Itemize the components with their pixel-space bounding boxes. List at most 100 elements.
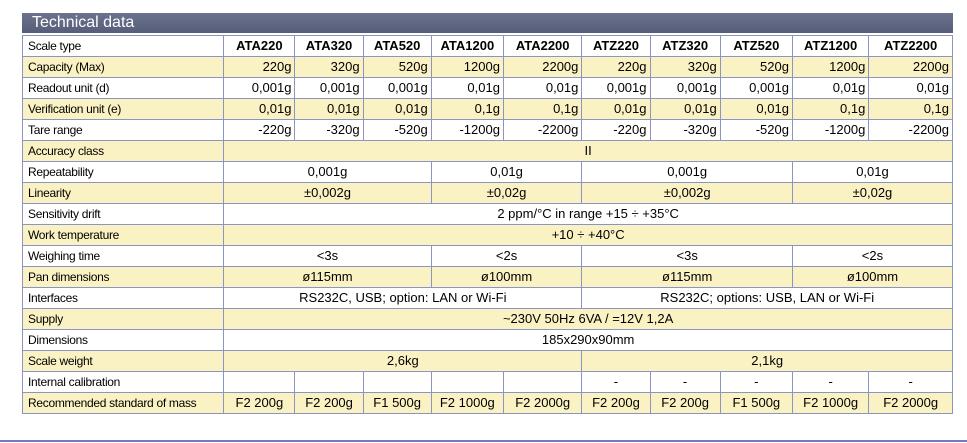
supply-cell: ~230V 50Hz 6VA / =12V 1,2A [223, 308, 953, 330]
weighing-time-cell: <2s [791, 245, 954, 267]
capacity-cell: 1200g [791, 56, 870, 78]
recommended-mass-cell: F2 200g [223, 392, 296, 414]
recommended-mass-cell: F2 200g [294, 392, 364, 414]
internal-calibration-cell [294, 371, 364, 393]
capacity-cell: 220g [581, 56, 651, 78]
verification-cell: 0,01g [223, 98, 296, 120]
verification-cell: 0,01g [581, 98, 651, 120]
capacity-cell: 320g [294, 56, 364, 78]
tare-cell: -320g [294, 119, 364, 141]
model-header: ATA2200 [502, 35, 583, 57]
verification-cell: 0,01g [649, 98, 721, 120]
row-label: Supply [21, 308, 225, 330]
row-supply: Supply ~230V 50Hz 6VA / =12V 1,2A [21, 308, 953, 330]
readout-cell: 0,001g [294, 77, 364, 99]
tare-cell: -320g [649, 119, 721, 141]
row-label: Dimensions [21, 329, 225, 351]
row-drift: Sensitivity drift 2 ppm/°C in range +15 … [21, 203, 953, 225]
row-label: Interfaces [21, 287, 225, 309]
pan-dimension-cell: ø100mm [430, 266, 583, 288]
internal-calibration-cell: - [868, 371, 953, 393]
internal-calibration-cell [223, 371, 296, 393]
pan-dimension-cell: ø115mm [581, 266, 793, 288]
recommended-mass-cell: F2 200g [581, 392, 651, 414]
internal-calibration-cell [502, 371, 583, 393]
capacity-cell: 320g [649, 56, 721, 78]
capacity-cell: 520g [719, 56, 793, 78]
capacity-cell: 520g [362, 56, 432, 78]
technical-data-table: Scale type ATA220 ATA320 ATA520 ATA1200 … [21, 35, 954, 414]
tare-cell: -220g [223, 119, 296, 141]
row-verification: Verification unit (e) 0,01g 0,01g 0,01g … [21, 98, 953, 120]
verification-cell: 0,1g [791, 98, 870, 120]
tare-cell: -220g [581, 119, 651, 141]
row-label: Tare range [21, 119, 225, 141]
readout-cell: 0,001g [719, 77, 793, 99]
recommended-mass-cell: F2 200g [649, 392, 721, 414]
internal-calibration-cell: - [791, 371, 870, 393]
internal-calibration-cell [362, 371, 432, 393]
row-label: Internal calibration [21, 371, 225, 393]
row-label: Sensitivity drift [21, 203, 225, 225]
recommended-mass-cell: F1 500g [719, 392, 793, 414]
readout-cell: 0,001g [649, 77, 721, 99]
row-label: Verification unit (e) [21, 98, 225, 120]
readout-cell: 0,01g [502, 77, 583, 99]
readout-cell: 0,001g [223, 77, 296, 99]
row-label: Readout unit (d) [21, 77, 225, 99]
row-label: Work temperature [21, 224, 225, 246]
model-header: ATZ1200 [791, 35, 870, 57]
repeatability-cell: 0,01g [430, 161, 583, 183]
row-recommended-mass: Recommended standard of mass F2 200g F2 … [21, 392, 953, 414]
row-dimensions: Dimensions 185x290x90mm [21, 329, 953, 351]
tare-cell: -2200g [868, 119, 953, 141]
row-pan-dimensions: Pan dimensions ø115mm ø100mm ø115mm ø100… [21, 266, 954, 288]
model-header: ATA1200 [430, 35, 504, 57]
internal-calibration-cell [430, 371, 504, 393]
pan-dimension-cell: ø115mm [223, 266, 432, 288]
verification-cell: 0,1g [502, 98, 583, 120]
recommended-mass-cell: F2 1000g [430, 392, 504, 414]
row-accuracy: Accuracy class II [21, 140, 953, 162]
drift-cell: 2 ppm/°C in range +15 ÷ +35°C [223, 203, 953, 225]
model-header: ATA220 [223, 35, 296, 57]
readout-cell: 0,01g [868, 77, 953, 99]
internal-calibration-cell: - [581, 371, 651, 393]
row-work-temperature: Work temperature +10 ÷ +40°C [21, 224, 953, 246]
internal-calibration-cell: - [719, 371, 793, 393]
repeatability-cell: 0,001g [223, 161, 432, 183]
tare-cell: -2200g [502, 119, 583, 141]
linearity-cell: ±0,002g [581, 182, 793, 204]
verification-cell: 0,01g [719, 98, 793, 120]
capacity-cell: 220g [223, 56, 296, 78]
repeatability-cell: 0,01g [791, 161, 954, 183]
recommended-mass-cell: F1 500g [362, 392, 432, 414]
readout-cell: 0,01g [791, 77, 870, 99]
linearity-cell: ±0,02g [430, 182, 583, 204]
weighing-time-cell: <3s [223, 245, 432, 267]
row-label: Recommended standard of mass [21, 392, 225, 414]
row-readout: Readout unit (d) 0,001g 0,001g 0,001g 0,… [21, 77, 953, 99]
work-temperature-cell: +10 ÷ +40°C [223, 224, 953, 246]
row-label: Linearity [21, 182, 225, 204]
weighing-time-cell: <3s [581, 245, 793, 267]
capacity-cell: 2200g [502, 56, 583, 78]
tare-cell: -1200g [791, 119, 870, 141]
tare-cell: -520g [362, 119, 432, 141]
verification-cell: 0,01g [294, 98, 364, 120]
bottom-rule [0, 440, 967, 442]
model-header: ATZ220 [581, 35, 651, 57]
dimensions-cell: 185x290x90mm [223, 329, 953, 351]
verification-cell: 0,1g [868, 98, 953, 120]
row-label: Pan dimensions [21, 266, 225, 288]
row-label: Scale weight [21, 350, 225, 372]
weighing-time-cell: <2s [430, 245, 583, 267]
tare-cell: -1200g [430, 119, 504, 141]
capacity-cell: 1200g [430, 56, 504, 78]
row-repeatability: Repeatability 0,001g 0,01g 0,001g 0,01g [21, 161, 954, 183]
interfaces-cell: RS232C, USB; option: LAN or Wi-Fi [223, 287, 583, 309]
model-header: ATA320 [294, 35, 364, 57]
row-internal-calibration: Internal calibration - - - - - [21, 371, 953, 393]
row-capacity: Capacity (Max) 220g 320g 520g 1200g 2200… [21, 56, 953, 78]
scale-weight-cell: 2,6kg [223, 350, 583, 372]
